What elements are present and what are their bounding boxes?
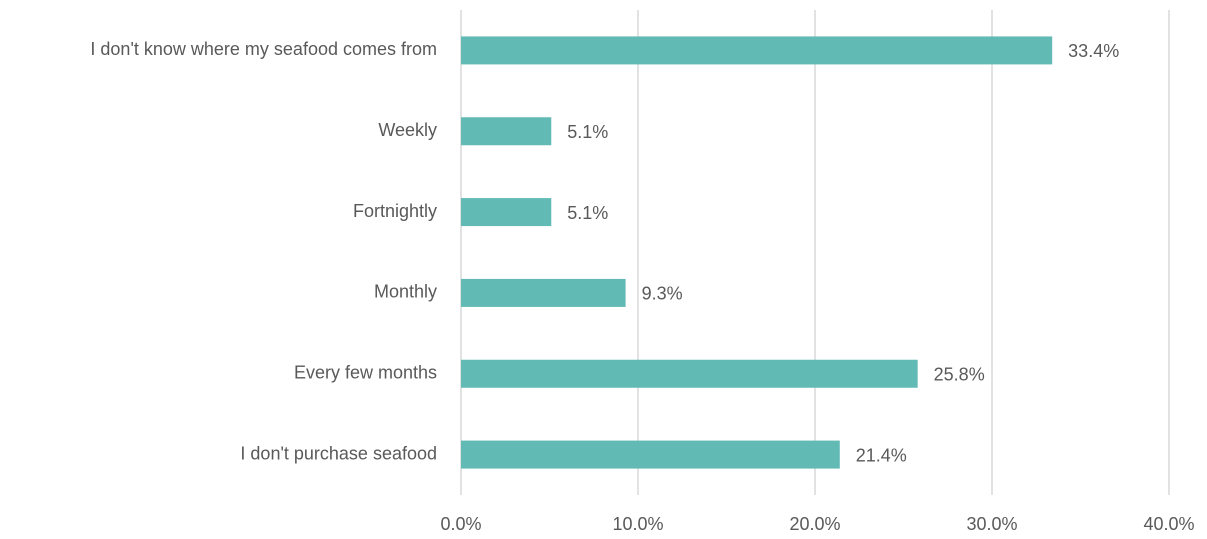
bar — [461, 278, 626, 307]
y-tick-label: Every few months — [294, 363, 437, 383]
y-tick-label: I don't know where my seafood comes from — [90, 39, 437, 59]
y-tick-label: I don't purchase seafood — [240, 443, 437, 463]
bar — [461, 36, 1053, 65]
bar — [461, 359, 918, 388]
x-tick-label: 20.0% — [789, 514, 840, 534]
bar — [461, 440, 840, 469]
data-label: 5.1% — [567, 203, 608, 223]
data-label: 21.4% — [856, 445, 907, 465]
bar — [461, 198, 552, 227]
bar — [461, 117, 552, 146]
x-tick-label: 0.0% — [440, 514, 481, 534]
data-label: 9.3% — [642, 284, 683, 304]
data-label: 5.1% — [567, 122, 608, 142]
y-tick-label: Weekly — [378, 120, 437, 140]
data-label: 25.8% — [934, 365, 985, 385]
y-tick-label: Fortnightly — [353, 201, 437, 221]
x-tick-label: 30.0% — [966, 514, 1017, 534]
data-label: 33.4% — [1068, 41, 1119, 61]
y-tick-label: Monthly — [374, 282, 437, 302]
x-tick-label: 40.0% — [1143, 514, 1194, 534]
x-tick-label: 10.0% — [612, 514, 663, 534]
